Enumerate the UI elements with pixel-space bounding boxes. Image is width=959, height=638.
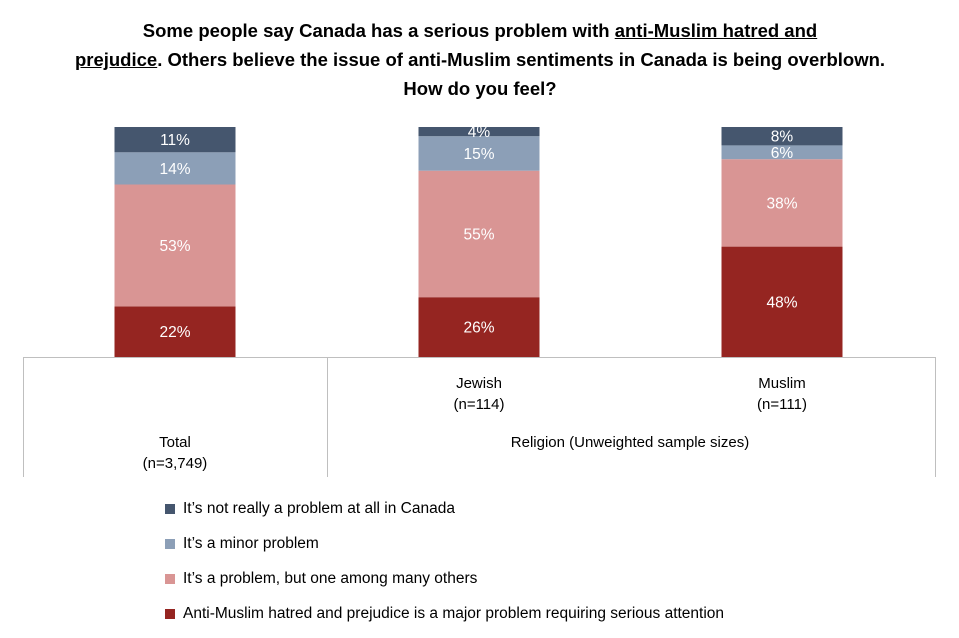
data-label-total-major-problem: 22% [159, 324, 190, 341]
chart-title: Some people say Canada has a serious pro… [60, 16, 900, 103]
title-underlined1: anti-Muslim hatred and [614, 20, 818, 41]
legend-item-minor-problem: It’s a minor problem [165, 526, 724, 561]
data-label-muslim-minor-problem: 6% [771, 145, 794, 162]
category-label-muslim: Muslim (n=111) [712, 373, 852, 415]
group-label-religion: Religion (Unweighted sample sizes) [510, 434, 750, 451]
data-label-jewish-major-problem: 26% [463, 320, 494, 337]
category-name-muslim: Muslim [758, 375, 806, 392]
legend-item-major-problem: Anti-Muslim hatred and prejudice is a ma… [165, 596, 724, 631]
bar-muslim-major-problem [721, 246, 843, 357]
bar-muslim-not-a-problem [721, 127, 843, 146]
legend-item-not-a-problem: It’s not really a problem at all in Cana… [165, 491, 724, 526]
legend-label: It’s a problem, but one among many other… [183, 569, 478, 587]
title-part2: . Others believe the issue of anti-Musli… [157, 49, 886, 99]
data-label-muslim-major-problem: 48% [766, 294, 797, 311]
data-label-muslim-not-a-problem: 8% [771, 129, 794, 146]
legend-item-one-among-many: It’s a problem, but one among many other… [165, 561, 724, 596]
data-label-total-not-a-problem: 11% [160, 132, 190, 149]
data-label-muslim-one-among-many: 38% [766, 195, 797, 212]
data-label-jewish-not-a-problem: 4% [468, 124, 491, 141]
data-label-jewish-one-among-many: 55% [463, 226, 494, 243]
data-label-total-one-among-many: 53% [159, 238, 190, 255]
legend-swatch [165, 503, 175, 514]
title-underlined2: prejudice [74, 49, 158, 70]
category-n-jewish: (n=114) [453, 396, 505, 413]
bar-total-not-a-problem [114, 127, 236, 153]
bar-total-minor-problem [114, 152, 236, 185]
legend-label: Anti-Muslim hatred and prejudice is a ma… [183, 604, 725, 622]
bar-muslim-one-among-many [721, 159, 843, 247]
bar-total-major-problem [114, 306, 236, 357]
legend-swatch [165, 573, 175, 584]
category-n-total: (n=3,749) [142, 455, 208, 472]
bar-muslim-minor-problem [721, 145, 843, 160]
legend-label: It’s not really a problem at all in Cana… [183, 499, 455, 517]
category-label-total: Total (n=3,749) [105, 432, 245, 474]
legend-swatch [165, 608, 175, 619]
bar-jewish-minor-problem [418, 136, 540, 171]
category-name-jewish: Jewish [456, 375, 502, 392]
title-part1: Some people say Canada has a serious pro… [142, 20, 615, 41]
legend-label: It’s a minor problem [183, 534, 319, 552]
category-name-total: Total [159, 434, 191, 451]
bar-jewish-one-among-many [418, 170, 540, 298]
bar-jewish-not-a-problem [418, 127, 540, 137]
category-label-jewish: Jewish (n=114) [409, 373, 549, 415]
chart-legend: It’s not really a problem at all in Cana… [165, 491, 724, 631]
bar-total-one-among-many [114, 184, 236, 307]
data-label-jewish-minor-problem: 15% [463, 146, 494, 163]
data-label-total-minor-problem: 14% [159, 161, 190, 178]
bar-jewish-major-problem [418, 297, 540, 357]
legend-swatch [165, 538, 175, 549]
category-n-muslim: (n=111) [757, 396, 807, 413]
